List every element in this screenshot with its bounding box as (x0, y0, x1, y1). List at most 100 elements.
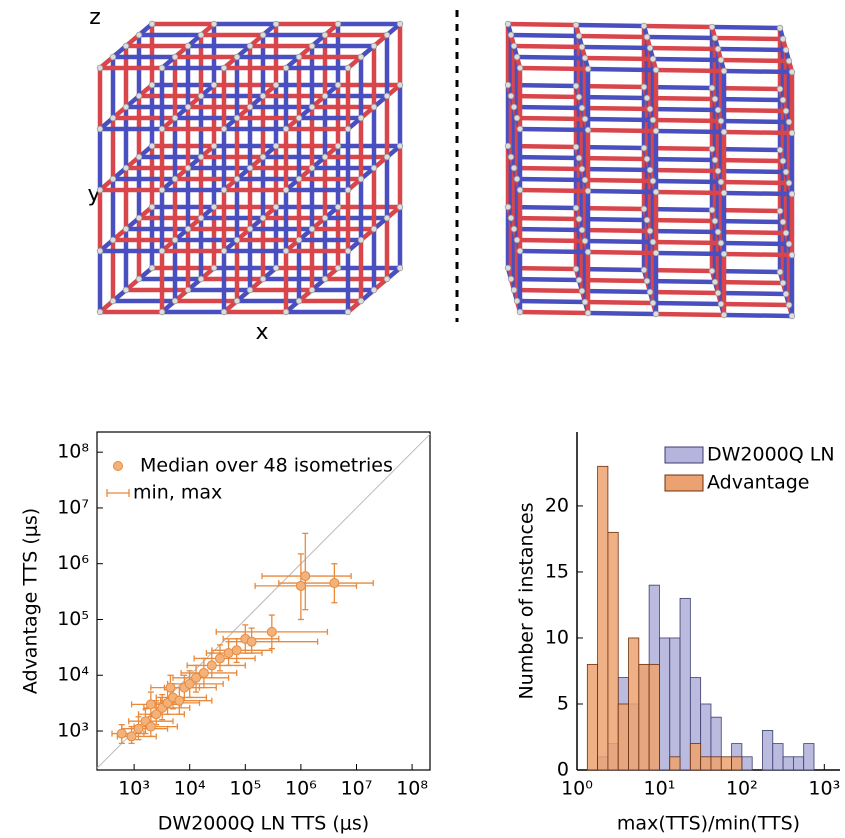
point (295, 580, 306, 591)
lattice-site (396, 81, 404, 89)
lattice-site (220, 186, 228, 194)
lattice-site (785, 57, 793, 65)
lattice-site (575, 276, 583, 284)
x-tick-label: 10⁵ (229, 778, 261, 800)
lattice-bond (579, 105, 653, 112)
lattice-site (135, 31, 143, 39)
lattice-site (714, 167, 722, 175)
lattice-bond (517, 309, 591, 316)
lattice-site (259, 31, 267, 39)
lattice-bond (718, 57, 792, 64)
lattice-bond (517, 187, 591, 194)
lattice-bond (517, 126, 591, 133)
y-tick-label: 10 (545, 626, 569, 648)
lattice-bond (517, 65, 591, 72)
lattice-bond (712, 218, 786, 225)
lattice-bond (514, 115, 588, 122)
lattice-bond (508, 93, 582, 100)
bar (597, 465, 609, 771)
lattice-bond (508, 276, 582, 283)
lattice-site (148, 20, 156, 28)
point (145, 699, 156, 710)
lattice-site (334, 142, 342, 150)
lattice-bond (573, 22, 647, 29)
lattice-site (510, 286, 518, 294)
bar (689, 743, 702, 771)
lattice-site (640, 205, 648, 213)
lattice-site (779, 96, 787, 104)
lattice-site (516, 186, 524, 194)
lattice-bond (576, 94, 650, 101)
bar (628, 637, 640, 771)
lattice-bond (644, 156, 718, 163)
lattice-site (516, 247, 524, 255)
lattice-bond (644, 217, 718, 224)
lattice-site (516, 64, 524, 72)
lattice-site (383, 275, 391, 283)
lattice-site (135, 92, 143, 100)
lattice-site (507, 275, 515, 283)
lattice-site (210, 20, 218, 28)
lattice-site (788, 68, 796, 76)
lattice-site (383, 153, 391, 161)
lattice-site (507, 214, 515, 222)
lattice-site (510, 164, 518, 172)
lattice-bond (582, 177, 656, 184)
lattice-site (96, 186, 104, 194)
lattice-site (321, 153, 329, 161)
lattice-bond (508, 32, 582, 39)
x-axis-label: DW2000Q LN TTS (μs) (158, 813, 369, 835)
lattice-site (785, 301, 793, 309)
lattice-site (640, 83, 648, 91)
lattice-site (578, 43, 586, 51)
x-axis-label: max(TTS)/min(TTS) (617, 813, 800, 835)
lattice-site (711, 34, 719, 42)
lattice-site (357, 175, 365, 183)
lattice-site (96, 308, 104, 316)
lattice-bond (576, 33, 650, 40)
lattice-site (370, 225, 378, 233)
x-tick-label: 10⁶ (285, 778, 317, 800)
lattice-site (357, 53, 365, 61)
legend-marker (113, 461, 123, 471)
lattice-bond (511, 287, 585, 294)
lattice-bond (715, 46, 789, 53)
lattice-site (184, 225, 192, 233)
lattice-site (513, 236, 521, 244)
bar (659, 637, 671, 771)
legend-label: Advantage (707, 472, 810, 494)
point (165, 682, 176, 693)
lattice-bond (579, 44, 653, 51)
point (145, 721, 156, 732)
lattice-site (233, 175, 241, 183)
lattice-site (295, 236, 303, 244)
lattice-site (652, 249, 660, 257)
lattice-bond (647, 167, 721, 174)
bar (792, 756, 805, 771)
x-tick-label: 10⁷ (341, 778, 373, 800)
lattice-site (282, 125, 290, 133)
lattice-site (708, 23, 716, 31)
lattice-site (184, 286, 192, 294)
lattice-site (584, 126, 592, 134)
lattice-site (158, 64, 166, 72)
lattice-bond (579, 227, 653, 234)
lattice-site (233, 114, 241, 122)
lattice-site (575, 93, 583, 101)
lattice-site (714, 106, 722, 114)
lattice-bond (653, 128, 727, 135)
lattice-site (396, 142, 404, 150)
lattice-site (197, 31, 205, 39)
lattice-bond (505, 21, 579, 28)
lattice-site (246, 42, 254, 50)
lattice-site (711, 278, 719, 286)
y-axis-label: Number of instances (516, 502, 538, 699)
lattice-site (109, 114, 117, 122)
lattice-site (708, 206, 716, 214)
point (214, 653, 225, 664)
point (198, 667, 209, 678)
lattice-site (210, 264, 218, 272)
point (329, 578, 340, 589)
lattice-site (575, 32, 583, 40)
